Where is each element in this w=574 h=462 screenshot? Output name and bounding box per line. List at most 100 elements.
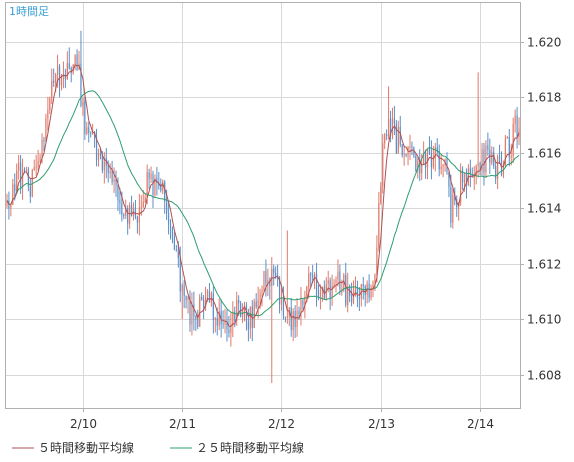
candle-body — [158, 182, 160, 186]
candle-body — [479, 162, 481, 172]
candle-body — [473, 176, 475, 178]
candle-body — [166, 201, 168, 214]
y-axis: 1.620 1.618 1.616 1.614 1.612 1.610 1.608 — [520, 36, 561, 383]
candle-body — [302, 300, 304, 305]
candle-body — [86, 127, 88, 134]
candle-body — [405, 153, 407, 156]
candle-body — [226, 320, 228, 330]
candle-body — [152, 173, 154, 195]
candle-body — [349, 286, 351, 296]
candle-body — [144, 197, 146, 202]
candle-body — [249, 306, 251, 330]
candle-body — [218, 311, 220, 326]
candle-body — [107, 165, 109, 174]
candle-body — [508, 136, 510, 158]
candle-body — [347, 286, 349, 306]
candle-body — [35, 166, 37, 168]
candle-body — [58, 66, 61, 86]
candle-body — [245, 305, 248, 322]
candle-body — [129, 205, 131, 224]
candle-body — [358, 297, 360, 299]
candle-body — [146, 172, 148, 198]
y-tick-label: 1.608 — [527, 369, 561, 383]
candle-body — [317, 296, 320, 298]
candle-body — [461, 170, 464, 183]
candle-body — [68, 63, 70, 69]
candle-body — [12, 184, 14, 205]
x-tick-label: 2/12 — [268, 417, 295, 431]
candle-body — [179, 258, 181, 292]
candle-body — [341, 289, 343, 291]
candle-body — [136, 217, 139, 223]
candle-body — [119, 200, 121, 203]
candle-body — [391, 117, 394, 136]
candle-body — [193, 304, 195, 317]
y-tick-label: 1.610 — [527, 313, 561, 327]
candle-body — [109, 171, 111, 174]
candle-body — [280, 298, 283, 305]
candle-body — [113, 179, 115, 182]
candle-body — [432, 157, 434, 168]
candle-body — [56, 66, 59, 75]
candle-body — [327, 280, 329, 285]
candle-body — [216, 318, 218, 326]
candle-body — [175, 249, 177, 252]
candle-body — [181, 285, 183, 292]
legend-ma5-label: ５時間移動平均線 — [38, 440, 134, 455]
candle-body — [426, 149, 429, 168]
candle-body — [195, 316, 197, 320]
candle-body — [506, 136, 508, 139]
candle-body — [208, 291, 211, 303]
candle-body — [312, 274, 314, 278]
candle-body — [335, 279, 337, 284]
candle-body — [162, 181, 164, 191]
candle-body — [115, 179, 117, 186]
candle-body — [212, 293, 214, 321]
candle-body — [80, 63, 82, 106]
candle-body — [160, 185, 162, 191]
candle-body — [6, 200, 8, 206]
candle-body — [261, 289, 263, 293]
candle-body — [376, 247, 378, 275]
candle-body — [282, 298, 285, 317]
candle-body — [82, 101, 84, 106]
candle-body — [345, 275, 347, 306]
candle-body — [413, 146, 415, 156]
candle-body — [84, 101, 86, 134]
candle-body — [111, 171, 113, 182]
candle-body — [204, 297, 207, 308]
candle-body — [380, 186, 382, 203]
candle-body — [156, 178, 158, 183]
candle-body — [354, 286, 357, 291]
candle-body — [514, 115, 516, 124]
candle-body — [234, 311, 236, 321]
candle-body — [403, 153, 405, 155]
candle-body — [265, 271, 267, 284]
candle-body — [456, 200, 458, 208]
candle-body — [436, 147, 438, 151]
x-tick-label: 2/10 — [70, 417, 97, 431]
candle-body — [339, 271, 341, 290]
candle-body — [138, 207, 140, 223]
candle-body — [23, 169, 26, 171]
legend-ma25-label: ２５時間移動平均線 — [196, 440, 304, 455]
candle-body — [306, 286, 308, 297]
candle-body — [269, 279, 271, 286]
candle-body — [27, 169, 29, 187]
candle-body — [222, 324, 224, 326]
candle-body — [228, 329, 230, 333]
candle-body — [103, 157, 105, 171]
candle-body — [290, 307, 292, 330]
candle-body — [203, 299, 205, 308]
candle-body — [477, 162, 479, 166]
candle-body — [498, 156, 501, 158]
candle-body — [142, 201, 144, 207]
candle-body — [364, 286, 366, 295]
candle-body — [487, 145, 489, 150]
candle-body — [430, 152, 433, 168]
candle-body — [185, 295, 187, 301]
candle-body — [10, 204, 12, 209]
candle-body — [121, 202, 123, 216]
candle-body — [304, 296, 306, 305]
